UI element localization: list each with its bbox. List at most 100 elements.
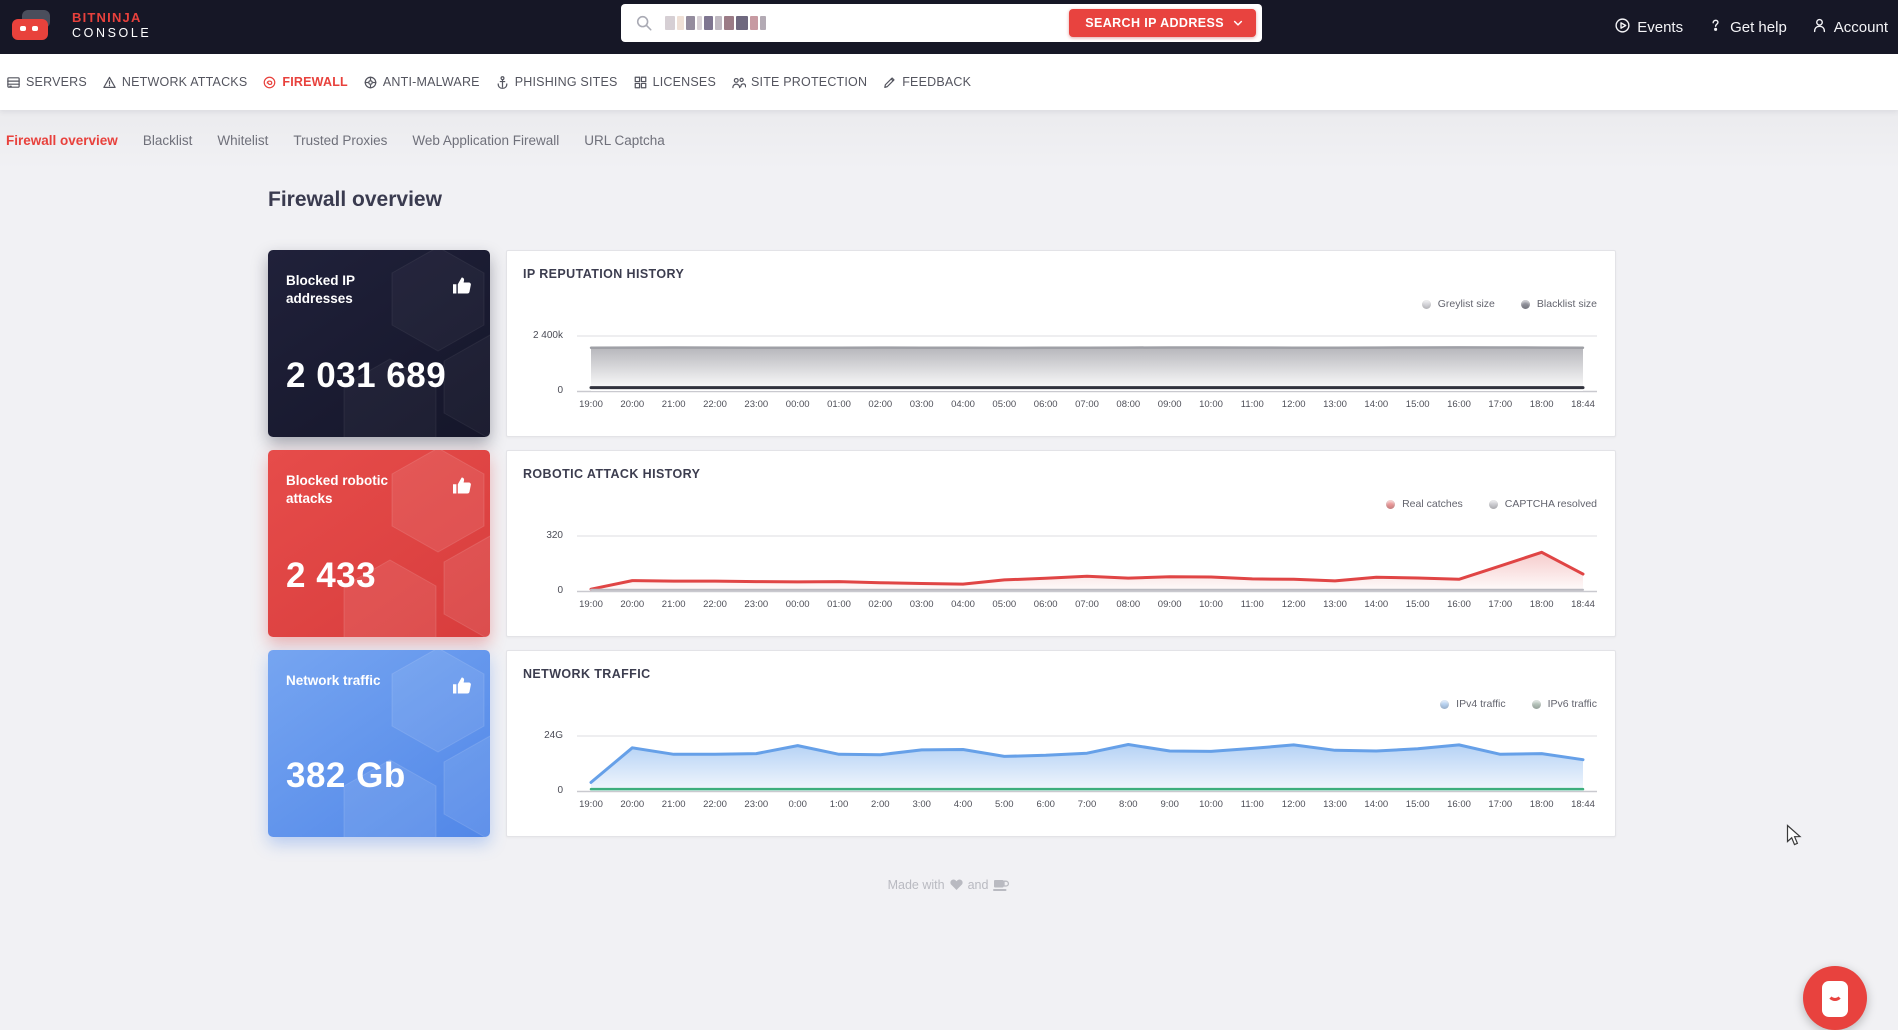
chart-title: ROBOTIC ATTACK HISTORY [523,467,701,481]
search-ip-address-button[interactable]: SEARCH IP ADDRESS [1069,9,1256,37]
nav-item-site-protection[interactable]: SITE PROTECTION [731,75,867,90]
nav-item-firewall[interactable]: FIREWALL [262,75,348,90]
anchor-icon [495,75,510,90]
x-axis-tick-label: 21:00 [661,399,686,410]
chart-panel-ip-reputation-history: IP REPUTATION HISTORY Greylist size Black… [506,250,1616,437]
site-protection-icon [731,75,746,90]
warning-icon [102,75,117,90]
x-axis-tick-label: 16:00 [1447,799,1471,810]
stat-card-title: Blocked IP addresses [286,273,355,306]
chart-plot: 19:00 20:00 21:00 22:00 23:00 0:00 1:00 2:00 3:0… [577,735,1597,810]
x-axis-tick-label: 05:00 [992,599,1017,610]
menu-item-events[interactable]: Events [1614,17,1683,38]
subnav-item-web-application-firewall[interactable]: Web Application Firewall [412,133,560,148]
x-axis-tick-label: 20:00 [620,799,645,810]
x-axis-tick-label: 22:00 [703,399,727,410]
nav-item-anti-malware[interactable]: ANTI-MALWARE [363,75,480,90]
x-axis-tick-label: 02:00 [868,399,893,410]
x-axis-tick-label: 11:00 [1240,599,1264,610]
nav-item-licenses[interactable]: LICENSES [633,75,716,90]
footer-credit: Made with and [0,878,1898,892]
x-axis-tick-label: 16:00 [1447,399,1471,410]
anti-malware-icon [363,75,378,90]
thumbs-up-icon [453,277,471,294]
legend-item-blacklist-size[interactable]: Blacklist size [1520,298,1597,310]
subnav-item-url-captcha[interactable]: URL Captcha [584,133,665,148]
chart-title: NETWORK TRAFFIC [523,667,651,681]
nav-item-phishing-sites[interactable]: PHISHING SITES [495,75,618,90]
x-axis-tick-label: 11:00 [1240,799,1264,810]
search-button-label: SEARCH IP ADDRESS [1085,16,1224,30]
nav-item-network-attacks[interactable]: NETWORK ATTACKS [102,75,247,90]
x-axis-tick-label: 0:00 [788,799,807,810]
x-axis-tick-label: 07:00 [1075,399,1099,410]
x-axis-tick-label: 05:00 [992,399,1017,410]
thumbs-up-icon [453,677,471,694]
x-axis-tick-label: 09:00 [1157,399,1182,410]
stat-card-value: 2 433 [286,556,377,595]
x-axis-tick-label: 8:00 [1119,799,1138,810]
x-axis-tick-label: 13:00 [1323,399,1347,410]
x-axis-tick-label: 23:00 [744,799,769,810]
stat-card-title: Blocked robotic attacks [286,473,389,506]
x-axis-tick-label: 18:00 [1529,599,1554,610]
x-axis-tick-label: 14:00 [1364,399,1389,410]
bitninja-logo[interactable]: BITNINJA CONSOLE [10,8,151,44]
x-axis-tick-label: 19:00 [579,399,603,410]
x-axis-tick-label: 22:00 [703,599,727,610]
x-axis-tick-label: 12:00 [1281,399,1306,410]
chart-panel-network-traffic: NETWORK TRAFFIC IPv4 traffic IPv6 traffic… [506,650,1616,837]
footer-made-with: Made with [887,878,945,892]
x-axis-tick-label: 08:00 [1116,599,1141,610]
legend-item-captcha-resolved[interactable]: CAPTCHA resolved [1488,498,1597,510]
y-axis-max-label: 24G [544,730,563,741]
x-axis-tick-label: 11:00 [1240,399,1264,410]
chart-legend: Real catches CAPTCHA resolved [1386,498,1597,510]
legend-item-greylist-size[interactable]: Greylist size [1421,298,1495,310]
menu-item-get-help[interactable]: Get help [1707,17,1787,38]
x-axis-tick-label: 12:00 [1281,599,1306,610]
x-axis-tick-label: 18:44 [1571,399,1595,410]
chart-plot: 19:00 20:00 21:00 22:00 23:00 00:00 01:00 02:00… [577,535,1597,610]
events-icon [1614,17,1631,38]
chat-launcher-button[interactable] [1803,966,1867,1030]
x-axis-tick-label: 02:00 [868,599,893,610]
y-axis-max-label: 320 [546,530,563,541]
heart-icon [949,879,963,890]
x-axis-tick-label: 21:00 [661,599,686,610]
menu-item-account[interactable]: Account [1811,17,1888,38]
x-axis-tick-label: 2:00 [871,799,890,810]
legend-item-real-catches[interactable]: Real catches [1386,498,1463,510]
y-axis-min-label: 0 [557,585,563,596]
x-axis-tick-label: 15:00 [1405,799,1430,810]
subnav-item-blacklist[interactable]: Blacklist [142,133,193,148]
subnav-item-whitelist[interactable]: Whitelist [217,133,269,148]
legend-dot [1421,299,1431,309]
thumbs-up-icon [453,477,471,494]
subnav-item-trusted-proxies[interactable]: Trusted Proxies [293,133,388,148]
x-axis-tick-label: 08:00 [1116,399,1141,410]
legend-item-ipv6-traffic[interactable]: IPv6 traffic [1531,698,1597,710]
x-axis-tick-label: 18:00 [1529,799,1554,810]
x-axis-tick-label: 4:00 [953,799,973,810]
chart-svg [577,335,1597,393]
x-axis-tick-label: 13:00 [1323,799,1347,810]
x-axis-tick-label: 23:00 [744,599,769,610]
legend-dot [1440,699,1450,709]
x-axis-tick-label: 01:00 [827,599,851,610]
account-icon [1811,17,1828,38]
subnav-item-firewall-overview[interactable]: Firewall overview [6,133,118,148]
logo-line1: BITNINJA [72,10,142,26]
stat-card-title: Network traffic [286,673,381,688]
servers-icon [6,75,21,90]
x-axis-tick-label: 23:00 [744,399,769,410]
legend-item-ipv4-traffic[interactable]: IPv4 traffic [1440,698,1506,710]
header-menu: Events Get help Account [1614,0,1888,54]
search-input[interactable]: SEARCH IP ADDRESS [621,4,1262,42]
x-axis-tick-label: 7:00 [1077,799,1097,810]
feedback-icon [882,75,897,90]
x-axis-tick-label: 16:00 [1447,599,1471,610]
nav-item-feedback[interactable]: FEEDBACK [882,75,971,90]
stat-card-network-traffic: Network traffic 382 Gb [268,650,490,837]
nav-item-servers[interactable]: SERVERS [6,75,87,90]
